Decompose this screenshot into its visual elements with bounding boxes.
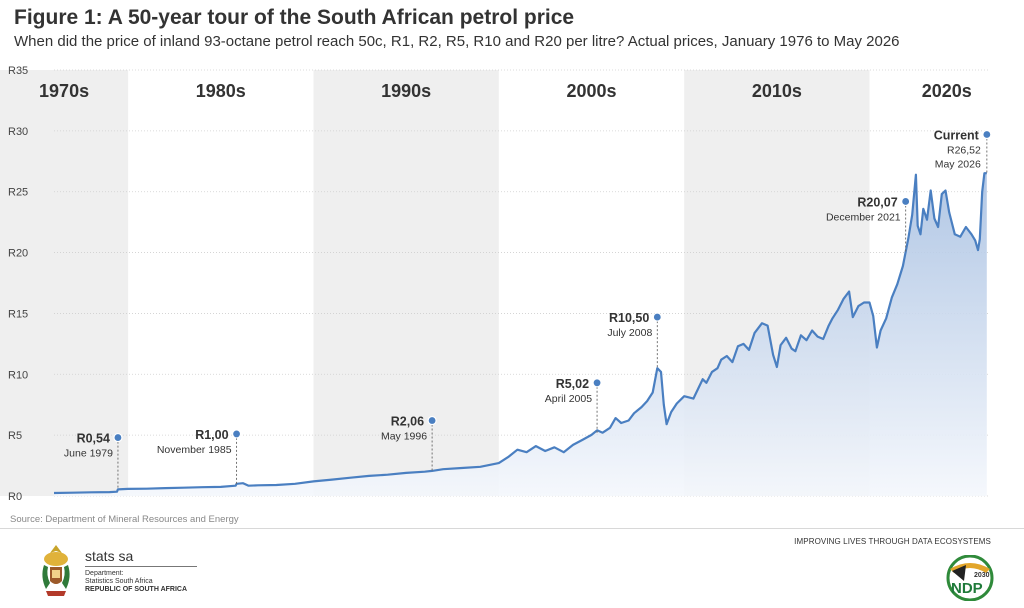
source-note: Source: Department of Mineral Resources … — [10, 514, 239, 525]
decade-label: 2020s — [922, 81, 972, 101]
milestone-label: R0,54 — [77, 432, 110, 446]
price-line — [53, 172, 987, 495]
milestone-value: R26,52 — [947, 145, 981, 157]
milestone-date: July 2008 — [607, 327, 652, 339]
y-tick-label: R25 — [8, 187, 28, 199]
decade-label: 1990s — [381, 81, 431, 101]
decade-label: 1980s — [196, 81, 246, 101]
milestone-dot — [652, 312, 662, 322]
milestone-date: April 2005 — [545, 393, 592, 405]
y-tick-label: R5 — [8, 430, 22, 442]
milestone-label: Current — [934, 129, 980, 143]
decade-label: 1970s — [39, 81, 89, 101]
milestone-dot — [982, 129, 992, 140]
ndp-text: NDP — [951, 580, 983, 597]
milestone-dot — [427, 415, 437, 426]
milestone-date: May 2026 — [935, 159, 981, 171]
y-tick-label: R10 — [8, 369, 28, 381]
footer-tagline: IMPROVING LIVES THROUGH DATA ECOSYSTEMS — [794, 537, 991, 546]
brand-republic: REPUBLIC OF SOUTH AFRICA — [85, 586, 188, 593]
decade-band-1970s — [0, 70, 129, 496]
milestone-date: November 1985 — [157, 444, 232, 456]
milestone-label: R2,06 — [391, 415, 424, 429]
brand-dept-line-1: Department: — [85, 570, 124, 577]
brand-dept-line-2: Statistics South Africa — [85, 578, 153, 585]
ndp-2030-logo: 2030 NDP — [946, 555, 994, 601]
milestone-dot — [113, 432, 123, 443]
footer-divider — [0, 528, 1024, 529]
chart-title: Figure 1: A 50-year tour of the South Af… — [14, 6, 575, 29]
milestone-dot — [901, 196, 911, 207]
decade-band-1990s — [313, 70, 499, 496]
petrol-price-chart: 1970s 1980s 1990s 2000s 2010s 2020s R0 R5 R10 R1… — [0, 65, 992, 503]
milestone-date: May 1996 — [381, 431, 427, 443]
price-area-fill — [54, 173, 987, 496]
milestone-dot — [592, 378, 602, 388]
milestone-date: June 1979 — [64, 448, 113, 460]
y-tick-label: R30 — [8, 126, 28, 138]
milestone-label: R5,02 — [556, 377, 589, 391]
y-tick-label: R15 — [8, 308, 28, 320]
decade-label: 2000s — [566, 81, 616, 101]
stats-sa-brand: stats sa Department: Statistics South Af… — [85, 548, 197, 593]
decade-label: 2010s — [752, 81, 802, 101]
coat-of-arms-logo — [42, 545, 70, 596]
y-tick-label: R20 — [8, 248, 28, 260]
milestone-label: R20,07 — [857, 195, 897, 209]
milestone-date: December 2021 — [826, 211, 901, 223]
milestone-label: R10,50 — [609, 311, 649, 325]
milestone-label: R1,00 — [195, 428, 228, 442]
y-tick-label: R0 — [8, 491, 22, 503]
brand-name: stats sa — [85, 548, 197, 567]
chart-subtitle: When did the price of inland 93-octane p… — [14, 33, 900, 50]
milestone-dot — [231, 429, 242, 439]
brand-department: Department: Statistics South Africa — [85, 570, 197, 586]
y-tick-label: R35 — [8, 65, 28, 77]
ndp-year: 2030 — [974, 572, 990, 579]
